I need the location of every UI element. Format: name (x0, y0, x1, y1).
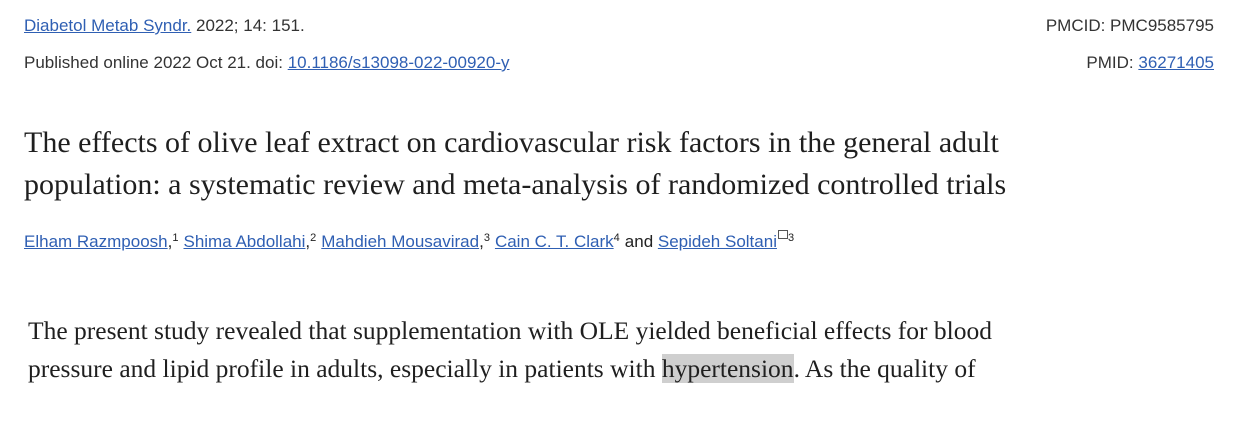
author-link[interactable]: Cain C. T. Clark (494, 232, 614, 251)
author-link[interactable]: Elham Razmpoosh (24, 232, 168, 251)
affiliation: 3 (483, 232, 490, 244)
affiliation: 1 (172, 232, 179, 244)
author-conjunction: and (624, 232, 658, 251)
author-separator: , (305, 232, 311, 251)
pmid-label: PMID: (1086, 53, 1139, 72)
paragraph-text: . As the quality of (793, 354, 976, 383)
citation-line: Diabetol Metab Syndr. 2022; 14: 151. (24, 16, 305, 36)
author-link[interactable]: Sepideh Soltani (657, 232, 777, 251)
journal-link[interactable]: Diabetol Metab Syndr. (24, 16, 192, 35)
published-text: Published online 2022 Oct 21. doi: (24, 53, 288, 72)
author-list: Elham Razmpoosh,1 Shima Abdollahi,2 Mahdie… (24, 230, 794, 252)
paragraph-line: pressure and lipid profile in adults, es… (28, 350, 976, 388)
author-link[interactable]: Mahdieh Mousavirad (321, 232, 480, 251)
paragraph-text: pressure and lipid profile in adults, es… (28, 354, 662, 383)
author-link[interactable]: Shima Abdollahi (183, 232, 306, 251)
highlighted-text: hypertension (661, 354, 794, 383)
article-title-line: The effects of olive leaf extract on car… (24, 126, 999, 159)
pmcid: PMCID: PMC9585795 (1045, 16, 1214, 35)
contact-icon (777, 230, 788, 239)
pmid-link[interactable]: 36271405 (1138, 53, 1214, 72)
doi-link[interactable]: 10.1186/s13098-022-00920-y (287, 53, 510, 72)
article-title-line: population: a systematic review and meta… (24, 168, 1007, 201)
citation-details: 2022; 14: 151. (191, 16, 305, 35)
affiliation: 3 (787, 232, 795, 244)
pmid-line: PMID: 36271405 (1086, 53, 1214, 73)
paragraph-line: The present study revealed that suppleme… (28, 316, 992, 345)
author-separator: , (167, 232, 173, 251)
published-line: Published online 2022 Oct 21. doi: 10.11… (24, 53, 510, 73)
affiliation: 2 (310, 232, 317, 244)
affiliation: 4 (613, 232, 620, 244)
author-separator: , (479, 232, 484, 251)
